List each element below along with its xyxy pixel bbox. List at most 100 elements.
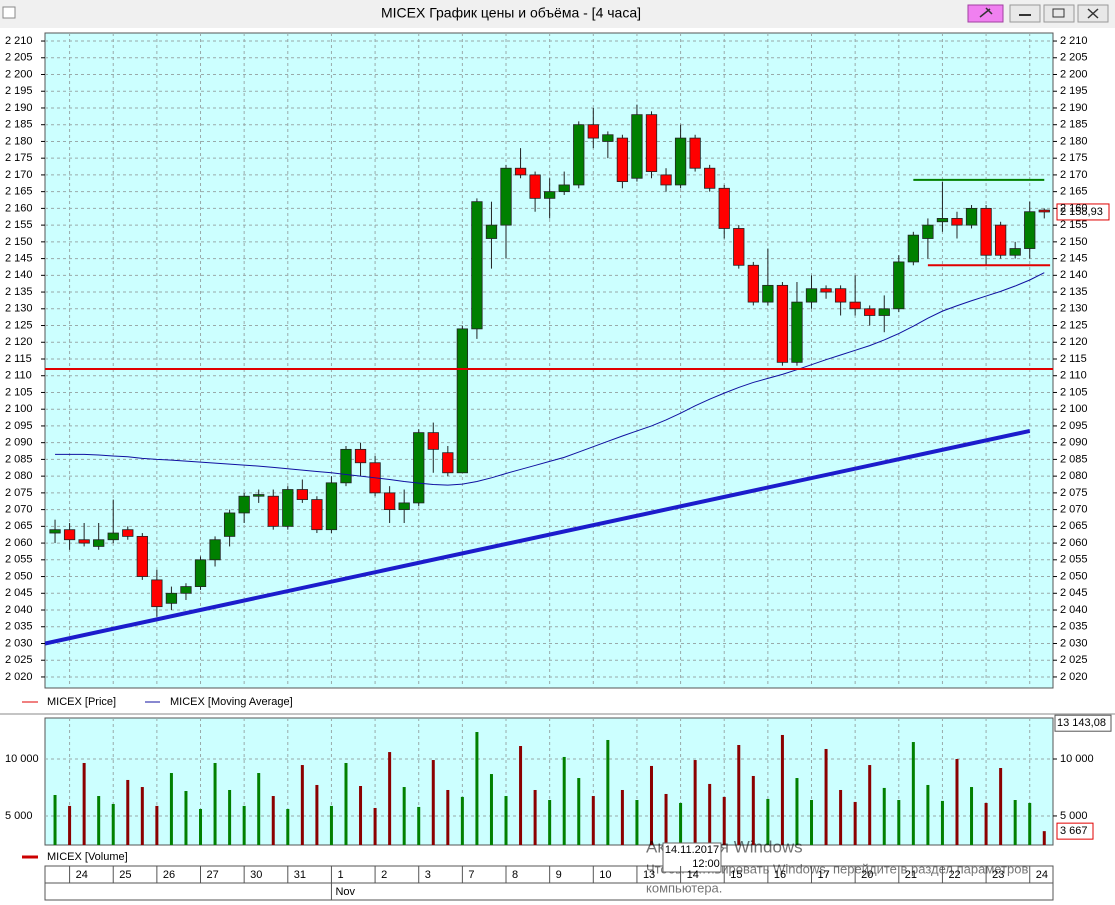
candle-body xyxy=(107,532,119,541)
candle-body xyxy=(49,529,61,534)
y-tick-label: 2 030 xyxy=(5,637,33,649)
candle-body xyxy=(616,137,629,183)
candle-body xyxy=(965,207,978,226)
y-tick-label: 2 050 xyxy=(1060,570,1088,582)
legend-label: MICEX [Volume] xyxy=(47,851,128,863)
y-tick-label: 2 150 xyxy=(5,236,33,248)
last-volume-box xyxy=(1056,822,1094,840)
volume-bar xyxy=(417,806,421,845)
y-tick-label: 2 195 xyxy=(1060,85,1088,97)
y-tick-label: 2 165 xyxy=(5,186,33,198)
candle-body xyxy=(471,201,483,330)
y-tick-label: 2 100 xyxy=(1060,403,1088,415)
volume-bar xyxy=(926,784,930,845)
candle-body xyxy=(223,512,236,537)
candle-body xyxy=(820,288,832,293)
minimize-button[interactable] xyxy=(1009,4,1041,23)
volume-bar xyxy=(970,787,974,845)
y-tick-label: 2 190 xyxy=(5,102,33,114)
candle-body xyxy=(63,529,76,541)
candle-body xyxy=(427,432,439,450)
volume-bar xyxy=(169,773,173,845)
candle-body xyxy=(602,134,614,142)
y-tick-label: 2 120 xyxy=(5,336,33,348)
volume-bar xyxy=(911,742,915,845)
candle-body xyxy=(456,328,469,474)
date-label: 21 xyxy=(905,869,917,881)
y-tick-label: 2 170 xyxy=(1060,169,1088,181)
volume-bar xyxy=(810,800,814,845)
y-tick-label: 2 090 xyxy=(1060,437,1088,449)
volume-bar xyxy=(257,773,261,845)
volume-bar xyxy=(431,760,435,845)
candle-body xyxy=(413,432,425,504)
candle-body xyxy=(136,535,148,577)
volume-bar xyxy=(664,793,668,845)
volume-bar xyxy=(68,805,72,845)
date-label: 17 xyxy=(818,869,830,881)
volume-bar xyxy=(751,775,755,845)
volume-bar xyxy=(213,762,217,845)
y-tick-label: 2 130 xyxy=(5,303,33,315)
candle-body xyxy=(296,489,308,500)
y-tick-label: 2 185 xyxy=(1060,119,1088,131)
tooltip xyxy=(662,842,722,873)
restore-button[interactable] xyxy=(1043,4,1075,23)
candle-body xyxy=(878,308,890,316)
last-price-label: 2 158,93 xyxy=(1060,206,1103,218)
date-label: 10 xyxy=(599,869,611,881)
candle-body xyxy=(311,499,323,531)
y-tick-label: 2 075 xyxy=(5,487,33,499)
price-panel xyxy=(44,32,1054,689)
volume-bar xyxy=(999,768,1003,845)
volume-bar xyxy=(111,803,115,845)
candle-body xyxy=(558,184,570,193)
y-tick-label: 2 175 xyxy=(5,152,33,164)
y-tick-label: 2 055 xyxy=(1060,554,1088,566)
volume-bar xyxy=(853,801,857,845)
candle-body xyxy=(660,174,672,186)
y-tick-label: 2 085 xyxy=(5,453,33,465)
y-tick-label: 2 045 xyxy=(5,587,33,599)
candle-body xyxy=(180,586,192,594)
watermark-text: Чтобы активировать Windows, перейдите в … xyxy=(646,861,1028,876)
candle-body xyxy=(282,489,294,527)
volume-bar xyxy=(548,800,552,845)
volume-bar xyxy=(1028,802,1032,845)
candle-body xyxy=(194,559,207,587)
candle-body xyxy=(267,495,279,527)
candle-body xyxy=(485,224,498,239)
volume-bar xyxy=(271,796,275,845)
date-label: 30 xyxy=(250,869,262,881)
y-tick-label: 2 045 xyxy=(1060,587,1088,599)
restore-icon xyxy=(1052,8,1065,18)
y-tick-label: 2 140 xyxy=(1060,269,1088,281)
y-tick-label: 2 205 xyxy=(1060,52,1088,64)
max-label-box xyxy=(1054,714,1112,732)
last-price-box xyxy=(1056,203,1110,221)
max-label: 13 143,08 xyxy=(1057,717,1106,729)
date-label: 24 xyxy=(1036,869,1048,881)
volume-bar xyxy=(562,756,566,845)
volume-bar xyxy=(839,789,843,845)
candle-body xyxy=(980,207,992,256)
candle-body xyxy=(762,284,774,303)
y-tick-label: 2 100 xyxy=(5,403,33,415)
candle-body xyxy=(1024,211,1036,249)
volume-bar xyxy=(984,802,988,845)
candle-body xyxy=(994,224,1007,256)
y-tick-label: 2 105 xyxy=(5,386,33,398)
y-tick-label: 2 175 xyxy=(1060,152,1088,164)
y-tick-label: 2 170 xyxy=(5,169,33,181)
y-tick-label: 2 145 xyxy=(1060,252,1088,264)
date-label: 31 xyxy=(294,869,306,881)
y-tick-label: 2 180 xyxy=(5,135,33,147)
candle-body xyxy=(834,288,847,303)
date-label: 20 xyxy=(861,869,873,881)
candle-body xyxy=(238,495,250,514)
y-tick-label: 2 065 xyxy=(5,520,33,532)
y-tick-label: 2 110 xyxy=(1060,370,1087,382)
y-tick-label: 2 070 xyxy=(1060,504,1088,516)
y-tick-label: 2 180 xyxy=(1060,135,1088,147)
